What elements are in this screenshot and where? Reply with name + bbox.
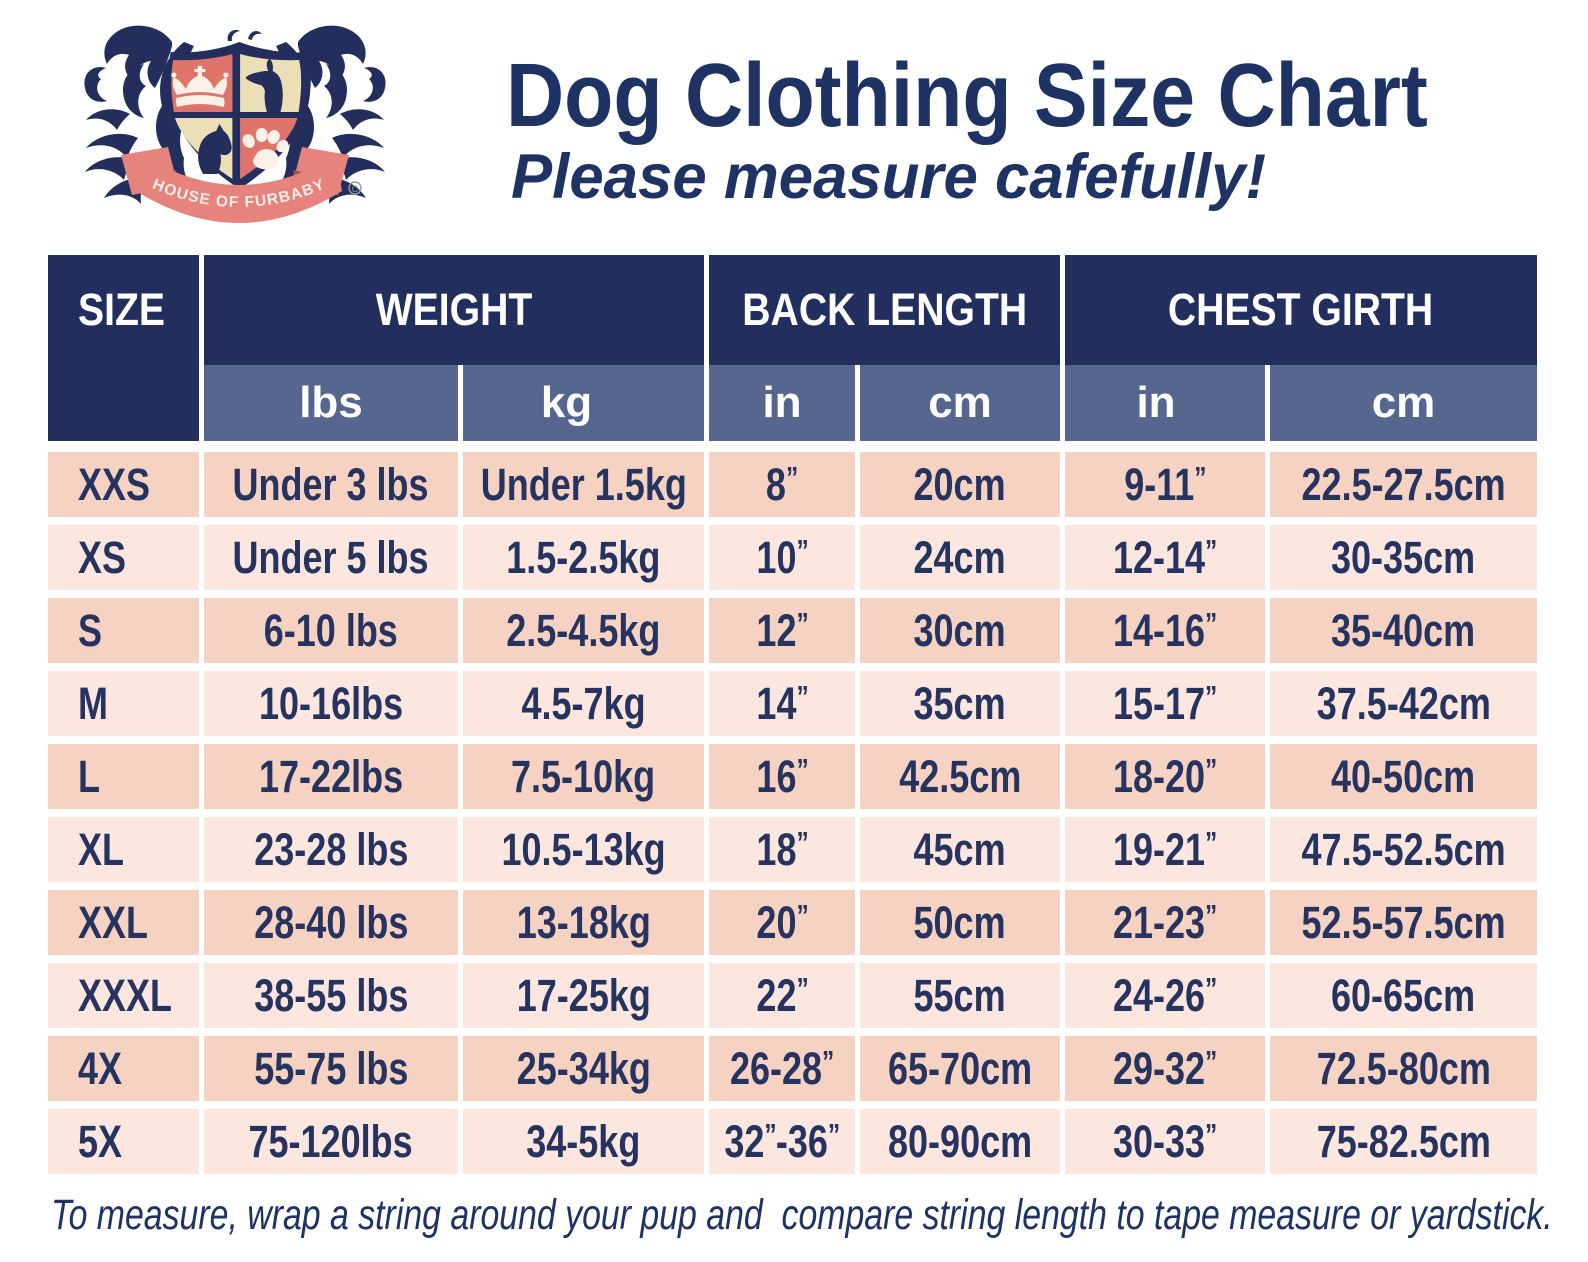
svg-text:C: C [352, 184, 359, 194]
